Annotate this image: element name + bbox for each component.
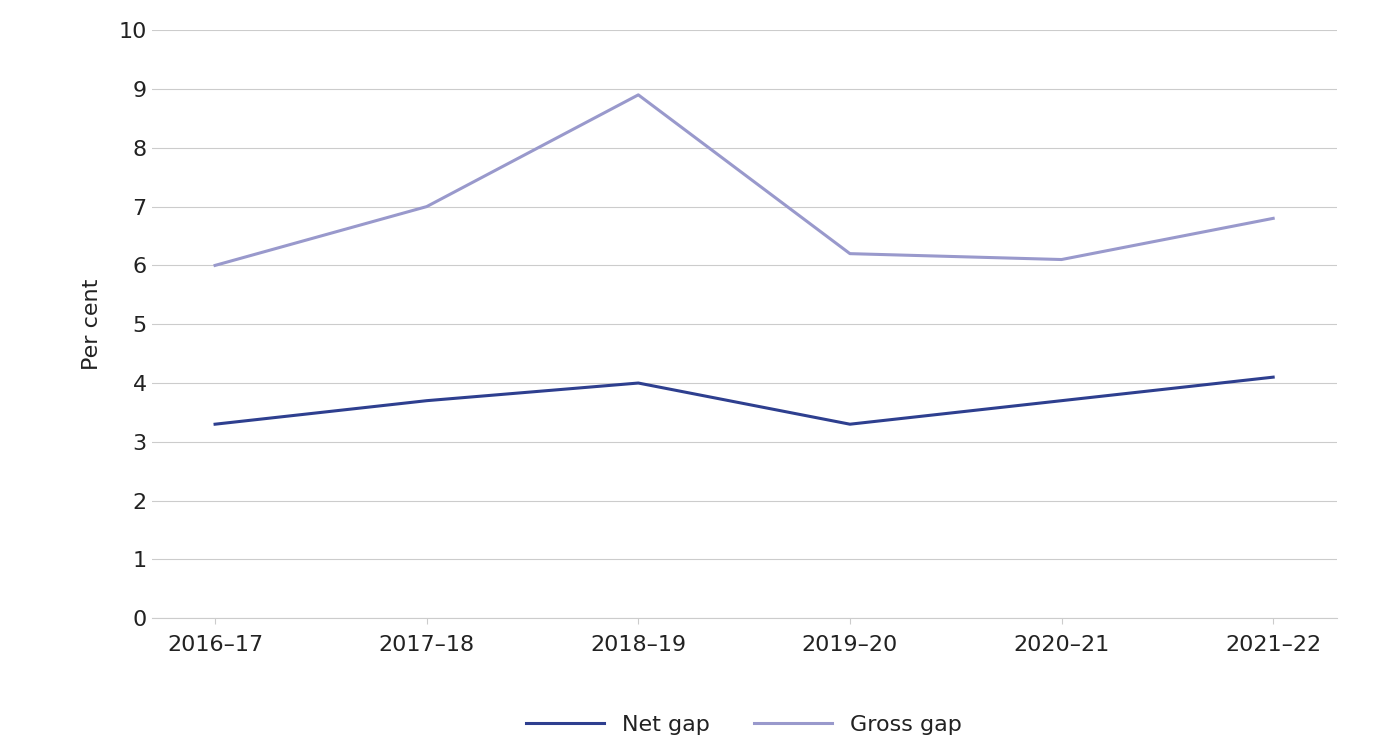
Line: Gross gap: Gross gap [215, 95, 1273, 265]
Gross gap [207, 261, 223, 270]
Legend: Net gap, Gross gap: Net gap, Gross gap [518, 706, 970, 744]
Net gap [207, 420, 223, 429]
Gross gap [1265, 214, 1282, 223]
Y-axis label: Per cent: Per cent [81, 278, 102, 370]
Net gap [419, 396, 435, 405]
Gross gap [419, 202, 435, 211]
Net gap [630, 379, 646, 388]
Gross gap [842, 249, 858, 258]
Line: Net gap: Net gap [215, 377, 1273, 425]
Net gap [842, 420, 858, 429]
Net gap [1053, 396, 1069, 405]
Gross gap [1053, 255, 1069, 264]
Net gap [1265, 372, 1282, 382]
Gross gap [630, 90, 646, 100]
